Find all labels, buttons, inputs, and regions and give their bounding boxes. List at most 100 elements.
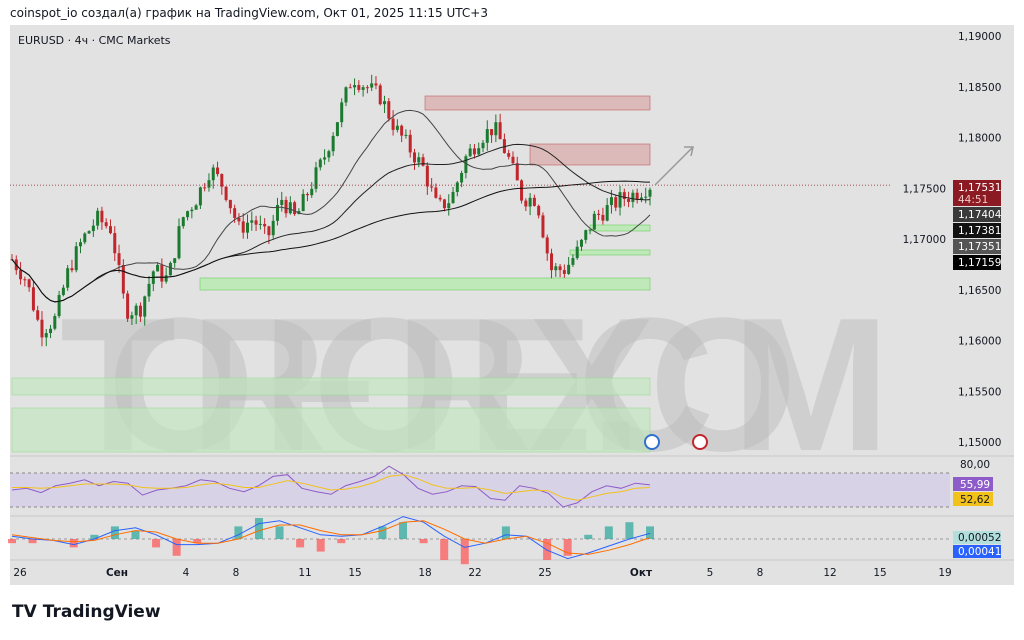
candle-body <box>400 125 404 136</box>
candle-body <box>507 153 511 157</box>
candle-body <box>70 268 74 271</box>
candle-body <box>370 83 374 88</box>
macd-histogram-bar <box>604 526 613 539</box>
price-label-badge <box>953 223 1001 238</box>
price-tick-label: 1,15000 <box>958 437 1001 449</box>
price-tick-label: 1,16500 <box>958 285 1001 297</box>
moving-average-line <box>11 180 651 303</box>
time-tick-label: Сен <box>106 567 128 579</box>
candle-body <box>421 157 425 166</box>
candle-body <box>254 220 258 225</box>
candle-body <box>220 174 224 187</box>
candle-body <box>79 242 83 247</box>
zone-rect <box>589 224 651 232</box>
candle-body <box>181 217 185 227</box>
candle-body <box>502 139 506 154</box>
candle-body <box>293 202 297 215</box>
candle-body <box>44 333 48 338</box>
symbol-legend[interactable]: EURUSD · 4ч · CMC Markets <box>18 34 171 47</box>
candle-body <box>53 316 57 329</box>
macd-line <box>11 516 651 560</box>
candle-body <box>23 279 27 281</box>
candle-body <box>246 222 250 233</box>
candle-body <box>451 191 455 204</box>
brand-text: TradingView <box>42 602 161 622</box>
price-label-value: 1,17381 <box>958 225 1001 237</box>
candle-body <box>545 237 549 254</box>
zone-rect <box>424 95 651 111</box>
macd-histogram-bar <box>646 526 654 539</box>
candle-body <box>417 157 421 163</box>
candle-body <box>91 225 95 232</box>
macd-histogram-bar <box>625 522 634 539</box>
candle-body <box>442 199 446 209</box>
candle-body <box>66 268 70 288</box>
candle-body <box>579 239 583 247</box>
rsi-value: 55,99 <box>960 479 990 491</box>
rsi-tick-label: 80,00 <box>960 459 990 471</box>
candle-body <box>387 101 391 119</box>
candle-body <box>597 213 601 215</box>
candle-body <box>481 142 485 149</box>
macd-histogram-bar <box>28 539 37 544</box>
zone-rect <box>529 143 651 166</box>
price-tick-label: 1,18000 <box>958 133 1001 145</box>
candle-body <box>310 188 314 196</box>
candle-body <box>490 129 494 136</box>
time-tick-label: 4 <box>183 567 190 579</box>
candle-body <box>472 148 476 155</box>
candle-body <box>468 148 472 157</box>
candle-body <box>228 199 232 209</box>
candle-body <box>134 305 138 316</box>
candle-body <box>186 211 190 218</box>
macd-histogram-bar <box>69 539 78 548</box>
candle-body <box>644 196 648 198</box>
candle-body <box>378 85 382 105</box>
price-label-badge <box>953 239 1001 254</box>
time-tick-label: 12 <box>823 567 836 579</box>
candle-body <box>288 202 292 214</box>
rsi-ma-badge <box>953 492 993 506</box>
macd-badge <box>953 545 1001 558</box>
candle-body <box>61 287 65 295</box>
candle-body <box>524 200 528 207</box>
tradingview-logo[interactable]: 𝗧𝗩 TradingView <box>12 602 161 622</box>
candle-body <box>74 246 78 271</box>
time-tick-label: 8 <box>233 567 240 579</box>
candle-body <box>554 266 558 271</box>
candle-body <box>27 279 31 288</box>
price-tick-label: 1,19000 <box>958 31 1001 43</box>
price-label-value: 1,17351 <box>958 241 1001 253</box>
macd-histogram-bar <box>90 534 99 539</box>
event-flag-icon <box>692 434 708 450</box>
time-tick-label: 26 <box>13 567 27 579</box>
candle-body <box>31 287 35 311</box>
price-label-badge <box>953 207 1001 222</box>
candle-body <box>571 258 575 265</box>
candle-body <box>622 192 626 200</box>
macd-histogram-bar <box>440 539 449 560</box>
time-tick-label: 11 <box>298 567 311 579</box>
arrow-drawing <box>654 146 694 186</box>
macd-histogram-bar <box>193 539 202 544</box>
time-tick-label: 19 <box>938 567 951 579</box>
candle-body <box>258 223 262 225</box>
macd-histogram-bar <box>399 522 408 539</box>
candle-body <box>40 319 44 338</box>
candle-body <box>194 205 198 210</box>
candle-body <box>126 293 130 319</box>
candle-body <box>627 199 631 202</box>
candle-body <box>592 213 596 230</box>
candle-body <box>331 135 335 152</box>
macd-histogram-bar <box>460 539 469 565</box>
candle-body <box>430 186 434 188</box>
price-tick-label: 1,17500 <box>903 183 946 195</box>
macd-histogram-bar <box>275 526 284 539</box>
price-tick-label: 1,17000 <box>903 234 946 246</box>
candle-body <box>635 192 639 201</box>
candle-body <box>156 264 160 272</box>
macd-histogram-bar <box>234 526 243 539</box>
macd-histogram-bar <box>501 526 510 539</box>
signal-line <box>11 520 651 555</box>
